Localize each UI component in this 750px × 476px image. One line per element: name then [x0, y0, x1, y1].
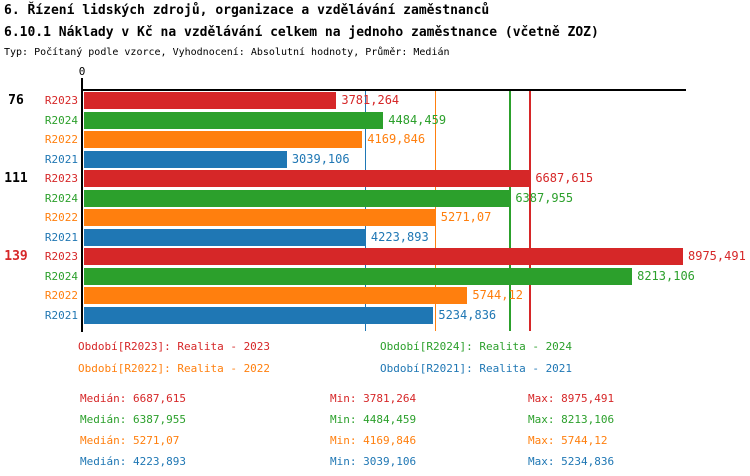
stat-median: Medián: 6687,615 [80, 392, 186, 405]
bar-value-label: 6687,615 [535, 171, 594, 185]
stat-median: Medián: 5271,07 [80, 434, 180, 447]
bar-value-label: 5271,07 [440, 210, 492, 224]
bar-value-label: 4169,846 [367, 132, 426, 146]
group-label: 76 [8, 93, 24, 108]
series-label: R2021 [44, 308, 78, 322]
bar-row: R2023 6687,615 [0, 170, 750, 187]
series-label: R2022 [44, 133, 78, 146]
median-line-r2023 [529, 91, 531, 331]
chart-meta: Typ: Počítaný podle vzorce, Vyhodnocení:… [4, 47, 450, 58]
series-label: R2024 [44, 113, 78, 127]
x-axis-line [81, 89, 686, 91]
axis-zero-label: 0 [78, 65, 86, 78]
bar-row: R2021 5234,836 [0, 306, 750, 324]
bar-row: R2022 5271,07 [0, 209, 750, 226]
bar-row: R2024 8213,106 [0, 267, 750, 285]
bar-row: R2024 4484,459 [0, 111, 750, 129]
stat-min: Min: 4169,846 [330, 434, 417, 447]
stat-median: Medián: 6387,955 [80, 413, 186, 426]
bar [84, 306, 434, 324]
bar [84, 92, 337, 109]
bar-value-label: 8975,491 [688, 249, 746, 263]
chart-title: 6.10.1 Náklady v Kč na vzdělávání celkem… [4, 25, 599, 40]
bar-row: R2023 8975,491 [0, 248, 750, 265]
stat-median: Medián: 4223,893 [80, 455, 186, 468]
bar-row: R2022 5744,12 [0, 287, 750, 304]
series-label: R2022 [44, 289, 78, 302]
bar-value-label: 3781,264 [341, 93, 400, 107]
bar-value-label: 6387,955 [515, 190, 574, 205]
series-label: R2024 [44, 269, 78, 283]
stat-max: Max: 8213,106 [528, 413, 615, 426]
bar-value-label: 5234,836 [438, 307, 497, 322]
group-label: 139 [4, 249, 28, 264]
series-label: R2023 [44, 172, 78, 185]
bar [84, 131, 363, 148]
bar [84, 228, 366, 246]
bar [84, 150, 287, 168]
bar-row: R2022 4169,846 [0, 131, 750, 148]
bar [84, 189, 511, 207]
bar [84, 267, 633, 285]
bar-value-label: 4223,893 [370, 229, 429, 244]
report-section-title: 6. Řízení lidských zdrojů, organizace a … [4, 3, 490, 18]
stat-min: Min: 3039,106 [330, 455, 417, 468]
bar-value-label: 5744,12 [472, 288, 523, 302]
stat-min: Min: 3781,264 [330, 392, 417, 405]
bar [84, 111, 384, 129]
series-label: R2024 [44, 191, 78, 205]
bar-row: R2023 3781,264 [0, 92, 750, 109]
bar [84, 170, 531, 187]
legend-item-r2022: Období[R2022]: Realita - 2022 [78, 362, 271, 375]
legend-item-r2024: Období[R2024]: Realita - 2024 [380, 340, 573, 353]
bar [84, 248, 683, 265]
series-label: R2023 [44, 94, 78, 107]
bar [84, 209, 436, 226]
bar-value-label: 3039,106 [291, 151, 350, 166]
series-label: R2021 [44, 152, 78, 166]
series-label: R2022 [44, 211, 78, 224]
stat-max: Max: 5234,836 [528, 455, 615, 468]
series-label: R2023 [44, 250, 78, 263]
stat-max: Max: 8975,491 [528, 392, 615, 405]
bar-value-label: 4484,459 [388, 112, 447, 127]
stat-min: Min: 4484,459 [330, 413, 417, 426]
bar-row: R2024 6387,955 [0, 189, 750, 207]
legend-item-r2023: Období[R2023]: Realita - 2023 [78, 340, 271, 353]
bar-value-label: 8213,106 [637, 268, 695, 283]
stat-max: Max: 5744,12 [528, 434, 608, 447]
series-label: R2021 [44, 230, 78, 244]
median-line-r2024 [509, 91, 511, 331]
bar-row: R2021 4223,893 [0, 228, 750, 246]
bar-row: R2021 3039,106 [0, 150, 750, 168]
legend-item-r2021: Období[R2021]: Realita - 2021 [380, 362, 573, 375]
y-axis-line [81, 78, 83, 332]
bar [84, 287, 468, 304]
group-label: 111 [4, 171, 28, 186]
